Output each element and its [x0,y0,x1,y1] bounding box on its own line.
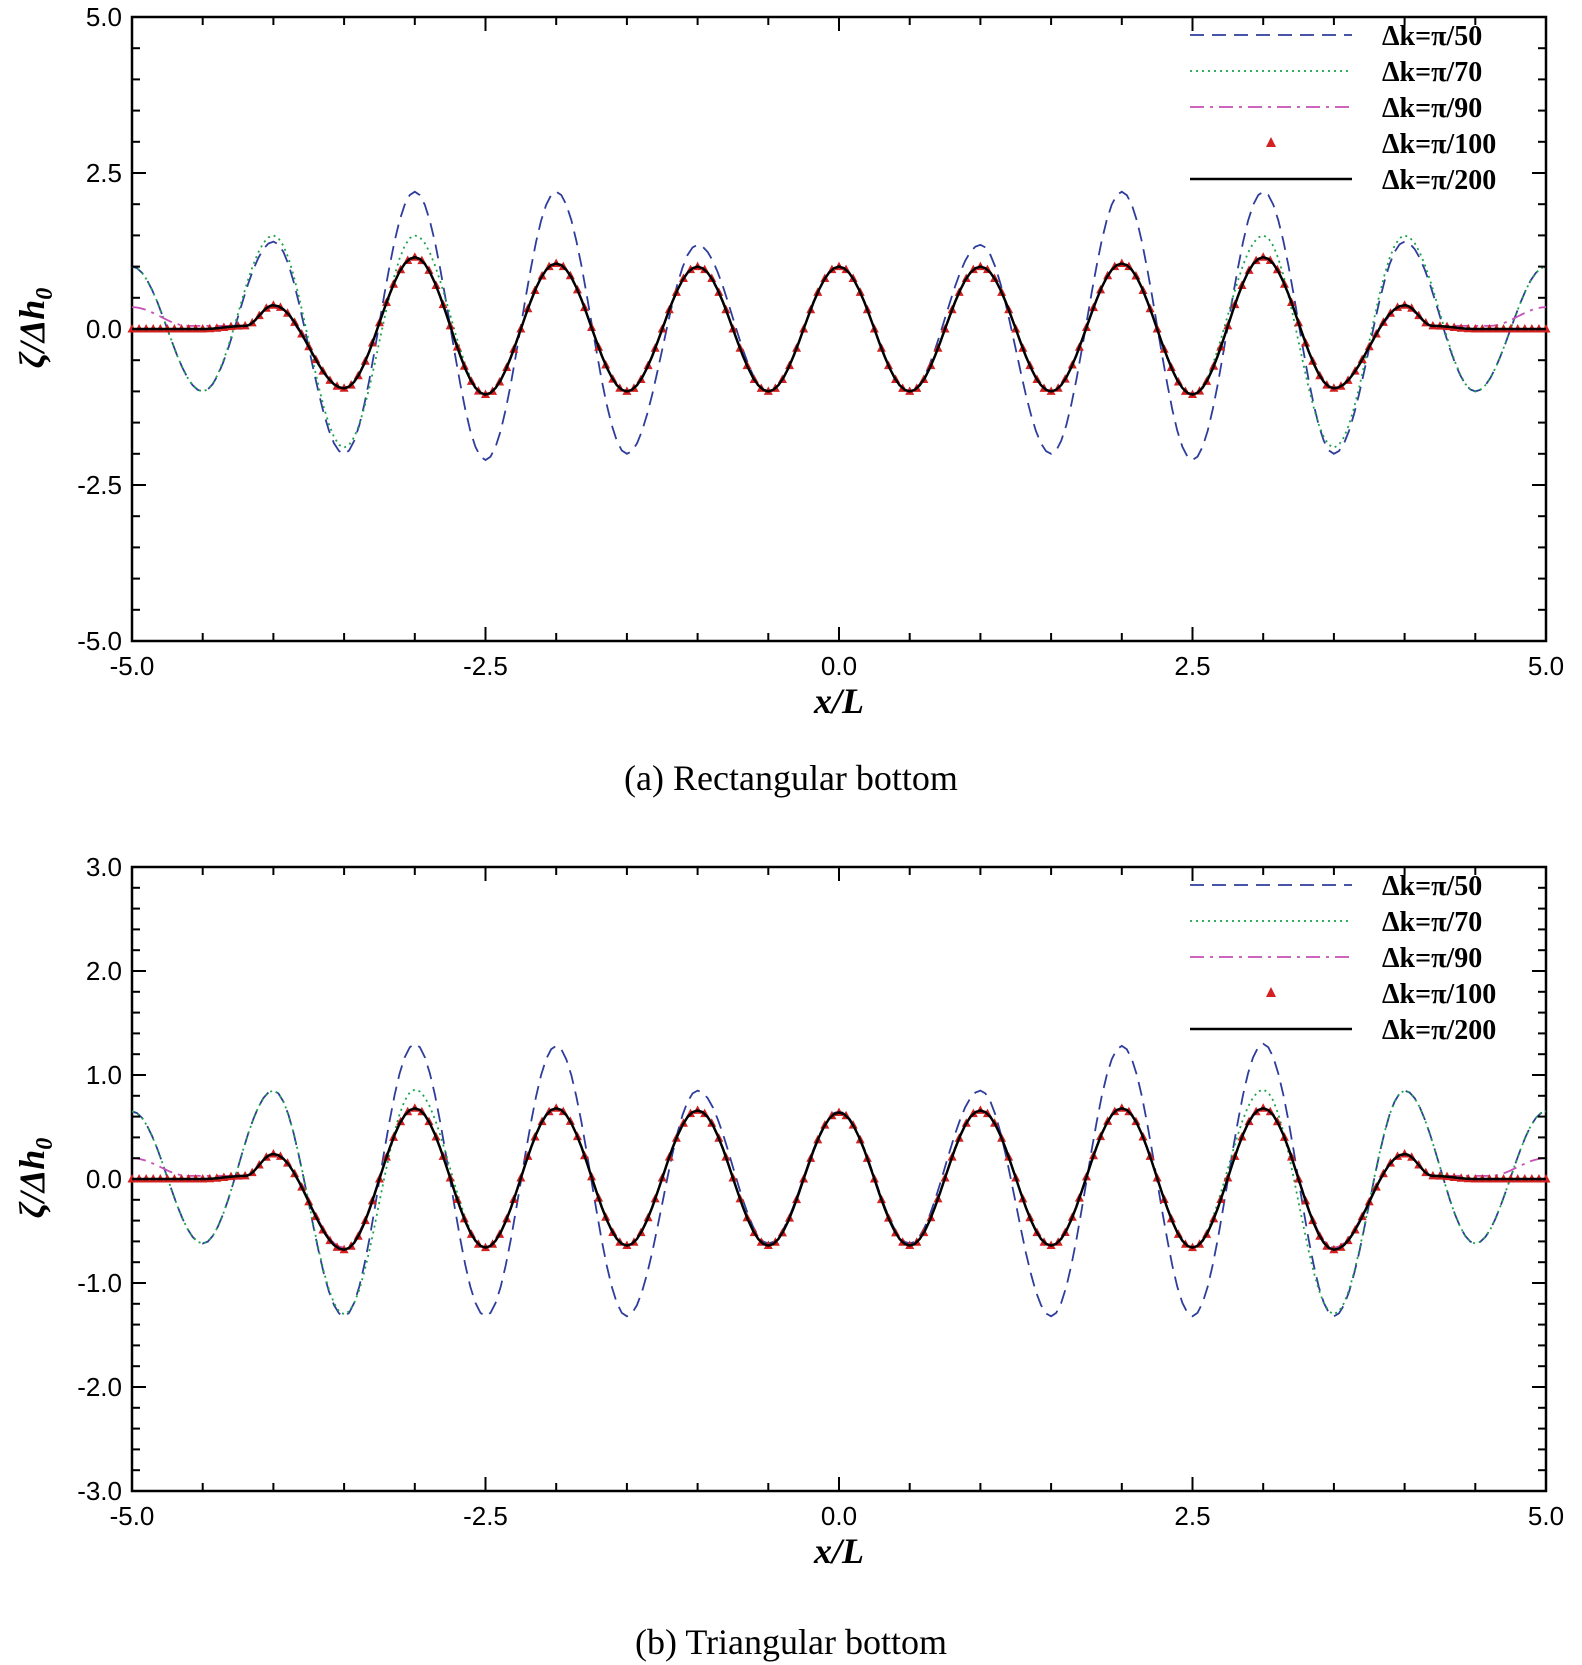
x-tick-label: 0.0 [821,1501,857,1531]
plot-frame [130,865,1548,1493]
x-tick-label: 0.0 [821,651,857,681]
chart-rectangular-bottom: 5.0 2.5 0.0 -2.5 -5.0-5.0 -2.5 0.0 2.5 5.0 x/L ζ… [12,2,1564,798]
legend-label: Δk=π/200 [1382,165,1496,196]
figure-caption: (b) Triangular bottom [635,1622,947,1662]
series-line [131,1088,1547,1316]
series-line [132,255,1546,396]
legend-label: Δk=π/90 [1382,943,1482,974]
x-tick-label: -5.0 [110,1501,155,1531]
chart-triangular-bottom: 3.0 2.0 1.0 0.0 -1.0 -2.0 -3.0-5.0 -2.5 0.0 2.5 5.… [12,852,1564,1662]
legend-label: Δk=π/70 [1382,57,1482,88]
y-axis-label: ζ/Δh0 [12,288,58,368]
x-axis-label: x/L [813,681,864,721]
legend-label: Δk=π/100 [1382,979,1496,1010]
figure-caption: (a) Rectangular bottom [624,758,958,798]
x-tick-label: 2.5 [1174,1501,1210,1531]
y-tick-label: -1.0 [77,1268,122,1298]
legend-label: Δk=π/70 [1382,907,1482,938]
y-tick-label: 5.0 [86,2,122,32]
y-tick-label: -5.0 [77,626,122,656]
series-line [131,1107,1547,1249]
x-tick-label: 5.0 [1528,1501,1564,1531]
y-axis-label: ζ/Δh0 [12,1138,58,1218]
x-tick-label: -2.5 [463,651,508,681]
y-tick-label: 1.0 [86,1060,122,1090]
y-tick-label: -2.5 [77,470,122,500]
legend-marker [1266,137,1276,147]
plot-frame [130,15,1548,643]
legend-marker [1266,987,1276,997]
x-tick-label: 5.0 [1528,651,1564,681]
legend-label: Δk=π/200 [1382,1015,1496,1046]
y-tick-label: 2.5 [86,158,122,188]
series-markers [127,1103,1551,1254]
x-tick-label: -2.5 [463,1501,508,1531]
legend-label: Δk=π/50 [1382,21,1482,52]
chart-panel-rectangular: 5.0 2.5 0.0 -2.5 -5.0 -5.0 -2.5 0.0 2.5 5.0 x/L ζ… [0,0,1582,820]
series-line [131,190,1547,462]
y-tick-label: -3.0 [77,1476,122,1506]
chart-panel-triangular: 3.0 2.0 1.0 0.0 -1.0 -2.0 -3.0 -5.0 -2.5 0.0 2.5 5.… [0,838,1582,1665]
series-line [131,256,1547,396]
series-line [131,1042,1547,1318]
series-markers [127,252,1551,399]
y-tick-label: 0.0 [86,314,122,344]
y-tick-label: 2.0 [86,956,122,986]
legend-label: Δk=π/90 [1382,93,1482,124]
series-line [132,1106,1546,1252]
x-tick-label: -5.0 [110,651,155,681]
x-tick-label: 2.5 [1174,651,1210,681]
y-tick-label: 3.0 [86,852,122,882]
y-tick-label: -2.0 [77,1372,122,1402]
y-tick-label: 0.0 [86,1164,122,1194]
legend-label: Δk=π/50 [1382,871,1482,902]
legend-label: Δk=π/100 [1382,129,1496,160]
x-axis-label: x/L [813,1531,864,1571]
